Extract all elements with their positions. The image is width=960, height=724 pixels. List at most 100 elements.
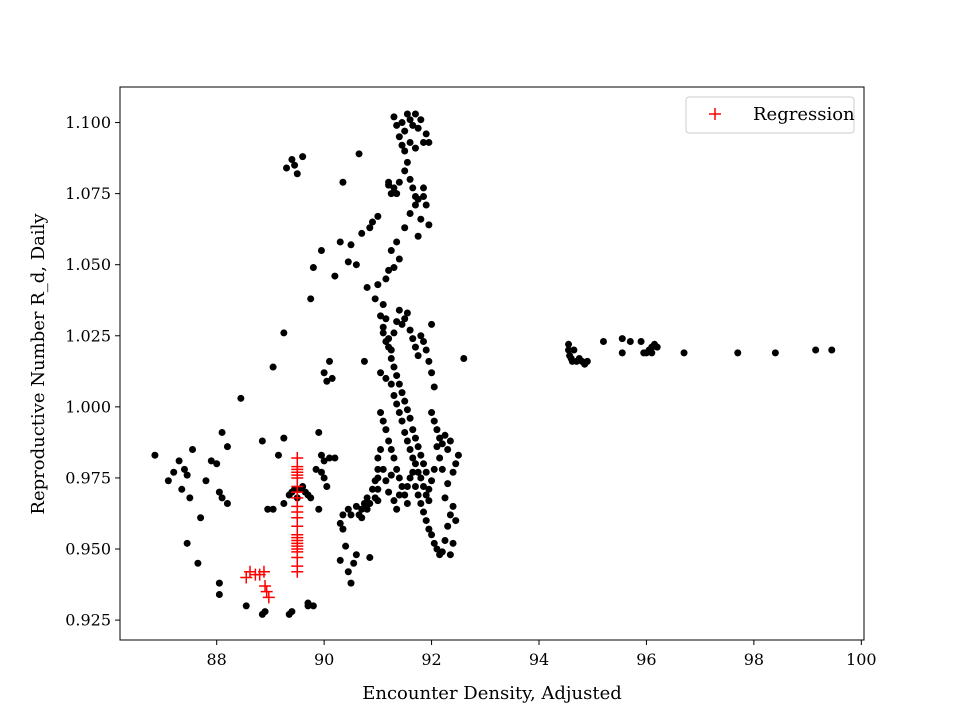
data-point [433,545,441,553]
plot-frame [119,86,865,641]
data-point [317,246,325,254]
data-point [339,511,347,519]
data-point [326,454,334,462]
data-point [618,335,626,343]
y-tick-label: 1.025 [65,326,111,345]
data-point [387,355,395,363]
data-point [438,548,446,556]
x-tick-label: 92 [421,650,441,669]
legend-box [685,96,855,134]
data-point [428,531,436,539]
data-point [428,477,436,485]
data-point [323,377,331,385]
data-point [430,465,438,473]
data-point [637,337,645,345]
data-point [393,318,401,326]
data-point [374,474,382,482]
data-point [452,460,460,468]
data-point [422,517,430,525]
data-point [406,474,414,482]
data-point [420,138,428,146]
data-point [366,554,374,562]
data-point [393,465,401,473]
data-point [403,500,411,508]
data-point [291,161,299,169]
data-point [444,522,452,530]
data-point [403,437,411,445]
data-point [339,178,347,186]
data-point [425,357,433,365]
data-point [374,454,382,462]
data-point [433,426,441,434]
data-point [180,465,188,473]
y-tick-label: 1.075 [65,184,111,203]
y-tick-label: 0.975 [65,468,111,487]
data-point [385,266,393,274]
data-point [417,451,425,459]
data-point [411,110,419,118]
data-point [363,494,371,502]
data-point [288,608,296,616]
data-point [565,346,573,354]
data-point [164,477,172,485]
data-point [420,482,428,490]
data-point [299,153,307,161]
data-point [274,451,282,459]
data-point [406,210,414,218]
data-point [414,232,422,240]
data-point [425,138,433,146]
data-point [428,320,436,328]
data-point [194,559,202,567]
data-point [420,184,428,192]
data-point [307,295,315,303]
data-point [618,349,626,357]
data-point [417,500,425,508]
data-point [398,389,406,397]
data-point [178,485,186,493]
data-point [382,315,390,323]
data-point [358,505,366,513]
data-point [368,485,376,493]
data-point [336,519,344,527]
data-point [320,457,328,465]
data-point [382,374,390,382]
data-point [387,246,395,254]
data-point [358,229,366,237]
data-point [680,349,688,357]
data-point [438,465,446,473]
data-point [420,192,428,200]
data-point [371,494,379,502]
data-point [401,491,409,499]
legend-marker-regression [709,108,721,120]
data-point [218,494,226,502]
data-point [183,471,191,479]
data-point [409,454,417,462]
x-tick-label: 90 [314,650,334,669]
data-point [417,474,425,482]
data-point [291,485,299,493]
y-tick-label: 0.950 [65,540,111,559]
data-point [269,505,277,513]
data-point [379,323,387,331]
regression-points [240,452,304,604]
data-point [406,326,414,334]
data-point [366,224,374,232]
x-tick-label: 100 [846,650,877,669]
data-point [422,491,430,499]
data-point [385,437,393,445]
data-point [377,409,385,417]
data-point [312,465,320,473]
data-point [320,369,328,377]
data-point [393,372,401,380]
data-point [395,491,403,499]
data-point [360,500,368,508]
data-point [390,454,398,462]
data-point [331,272,339,280]
regression-point [291,452,304,465]
data-point [446,511,454,519]
data-point [398,482,406,490]
data-point [414,352,422,360]
data-point [446,437,454,445]
data-point [401,147,409,155]
data-point [242,602,250,610]
